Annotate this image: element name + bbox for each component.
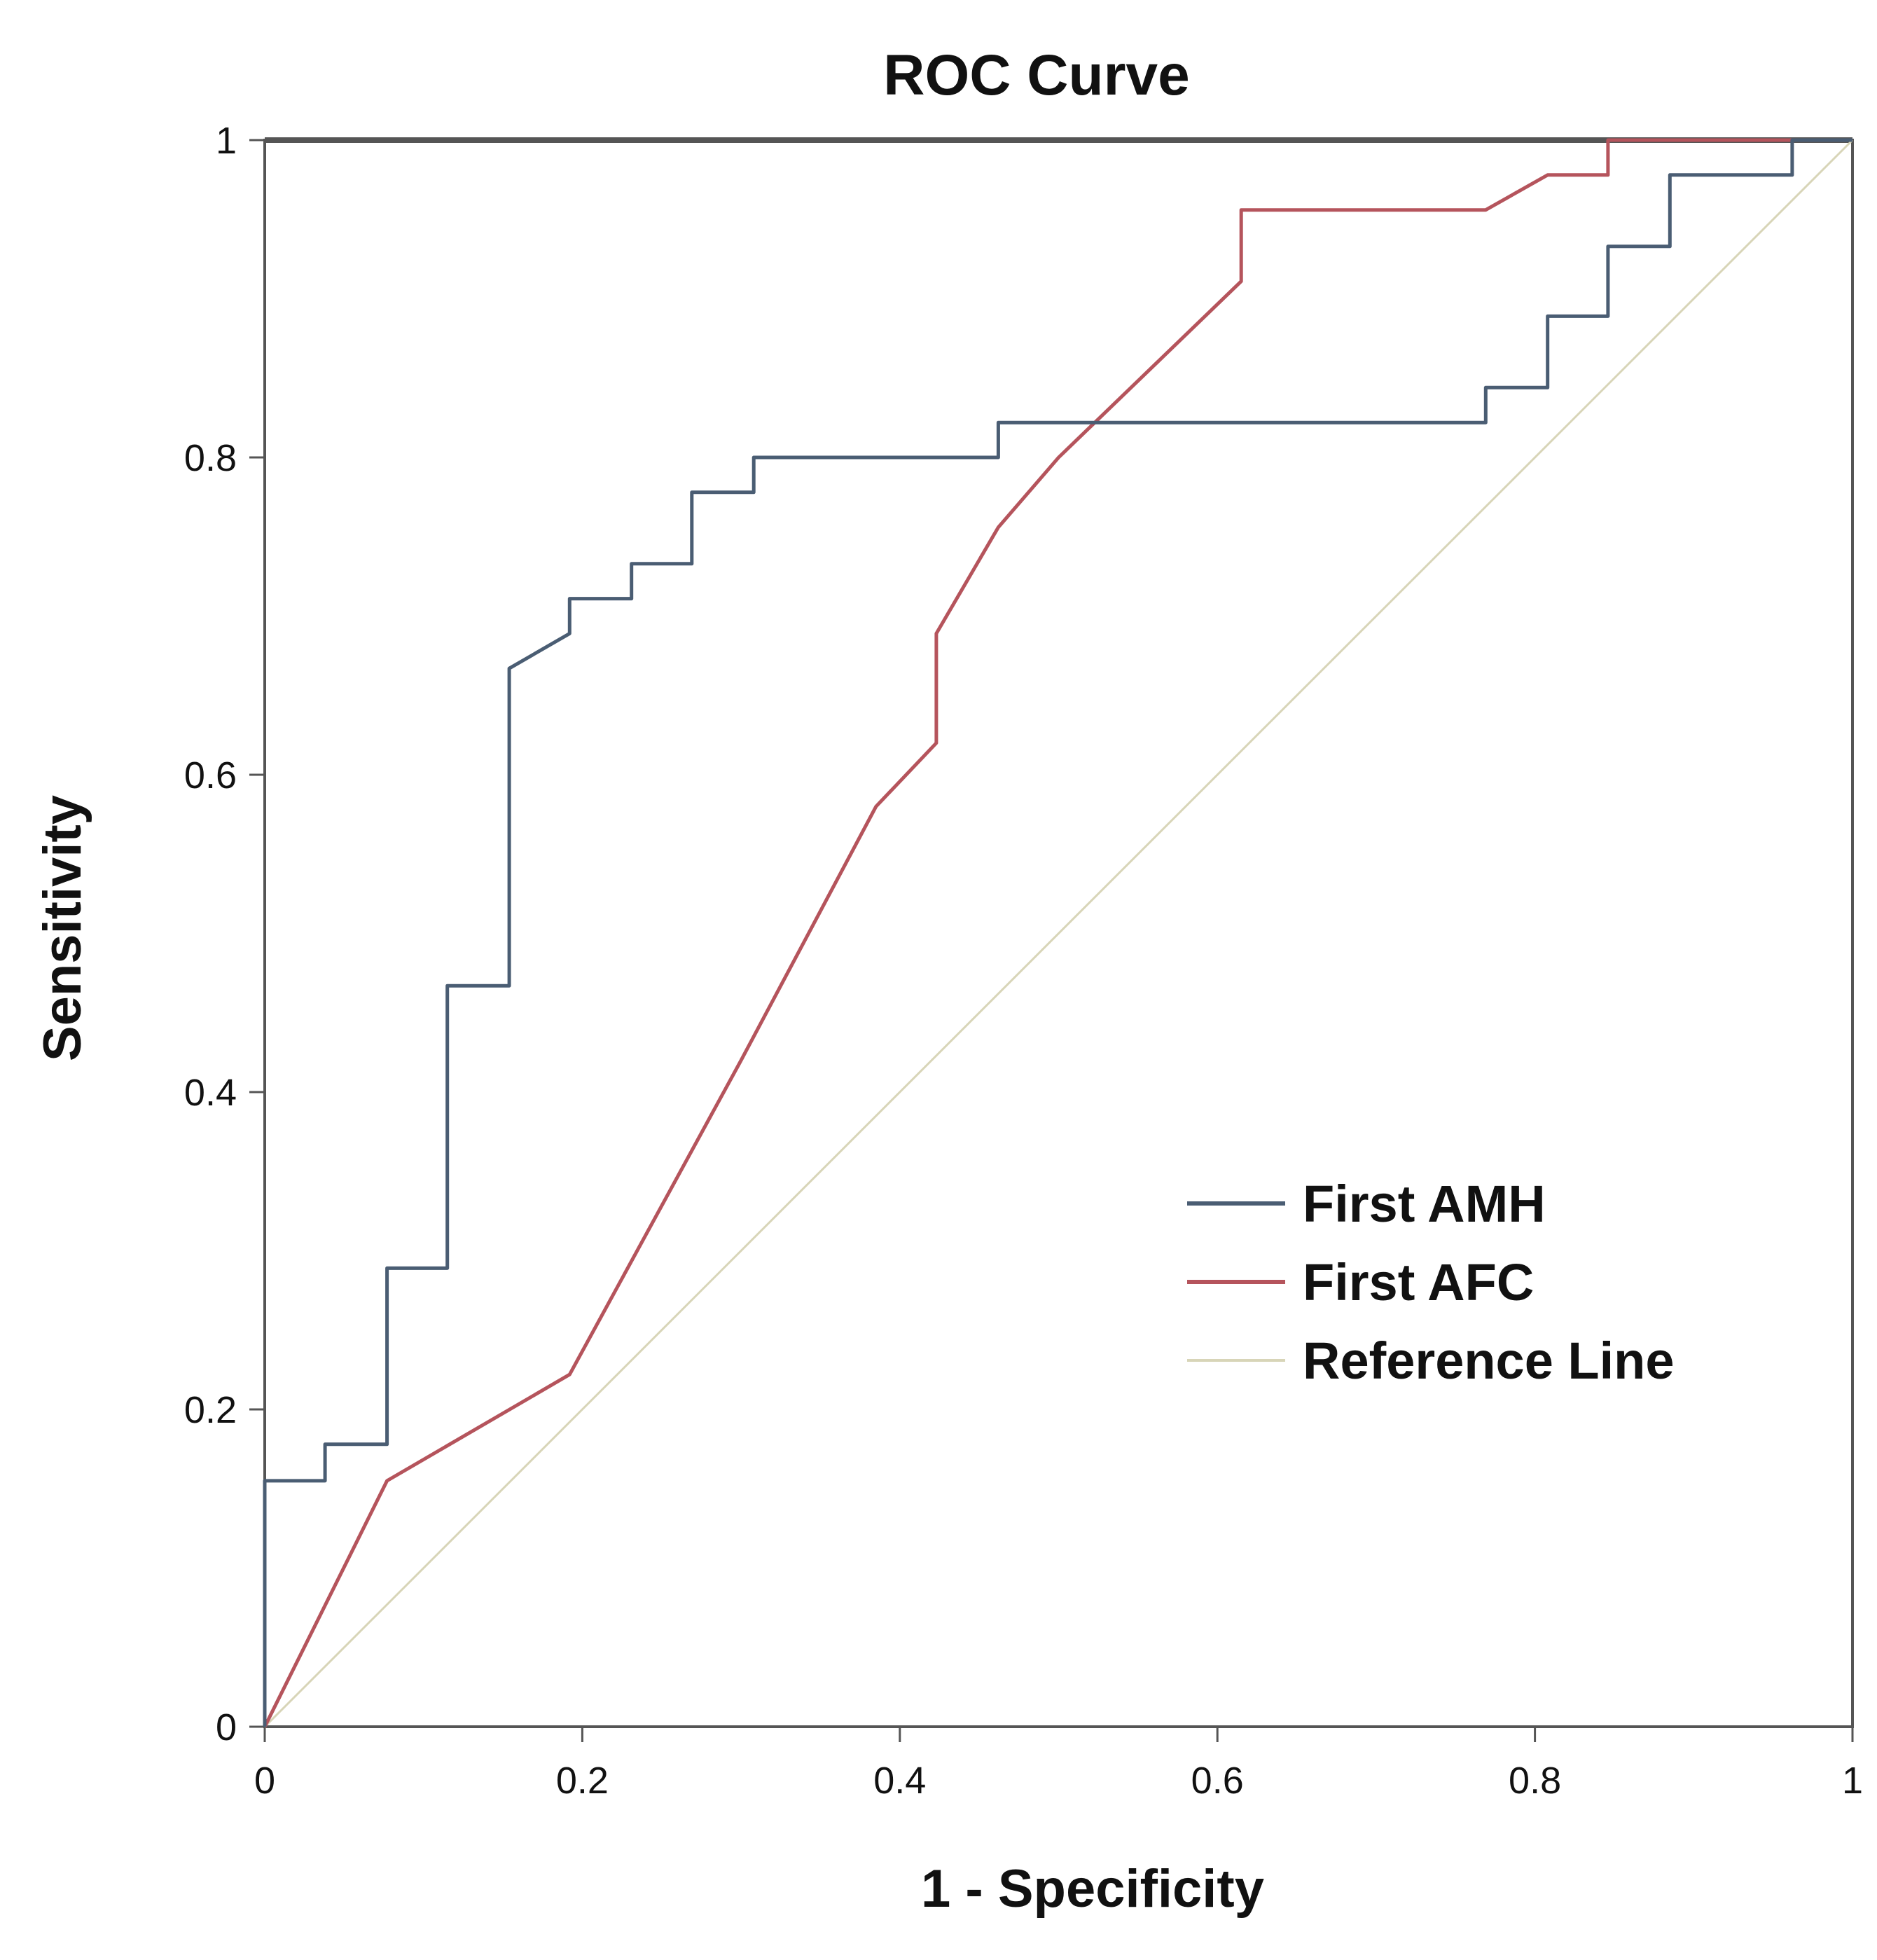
y-tick-label: 0.6 bbox=[184, 754, 237, 796]
y-tick-label: 0 bbox=[216, 1706, 237, 1748]
y-axis-label: Sensitivity bbox=[33, 795, 92, 1061]
y-tick-label: 0.2 bbox=[184, 1389, 237, 1431]
series-line-reference-line bbox=[263, 139, 1854, 1728]
x-tick-label: 0 bbox=[254, 1760, 275, 1802]
x-tick-label: 0.2 bbox=[556, 1760, 609, 1802]
legend-label: First AFC bbox=[1303, 1253, 1534, 1311]
x-axis-label: 1 - Specificity bbox=[921, 1859, 1264, 1919]
y-tick-label: 1 bbox=[216, 120, 237, 162]
y-tick-label: 0.8 bbox=[184, 437, 237, 479]
series-line-first-afc bbox=[263, 138, 1852, 1728]
x-tick-label: 0.8 bbox=[1509, 1760, 1561, 1802]
plot-area bbox=[263, 137, 1854, 1728]
y-tick-label: 0.4 bbox=[184, 1072, 237, 1114]
x-tick-label: 0.4 bbox=[873, 1760, 926, 1802]
x-tick-label: 0.6 bbox=[1191, 1760, 1244, 1802]
x-tick-label: 1 bbox=[1842, 1760, 1863, 1802]
tick-labels: 0 0.2 0.4 0.6 0.8 1 0 0.2 0.4 0.6 0.8 1 bbox=[184, 120, 1863, 1802]
series-lines bbox=[263, 138, 1854, 1728]
legend-label: Reference Line bbox=[1303, 1332, 1675, 1390]
series-line-first-amh bbox=[263, 138, 1852, 1727]
legend-label: First AMH bbox=[1303, 1175, 1546, 1233]
legend: First AMH First AFC Reference Line bbox=[1187, 1175, 1675, 1390]
chart-title: ROC Curve bbox=[883, 43, 1189, 107]
